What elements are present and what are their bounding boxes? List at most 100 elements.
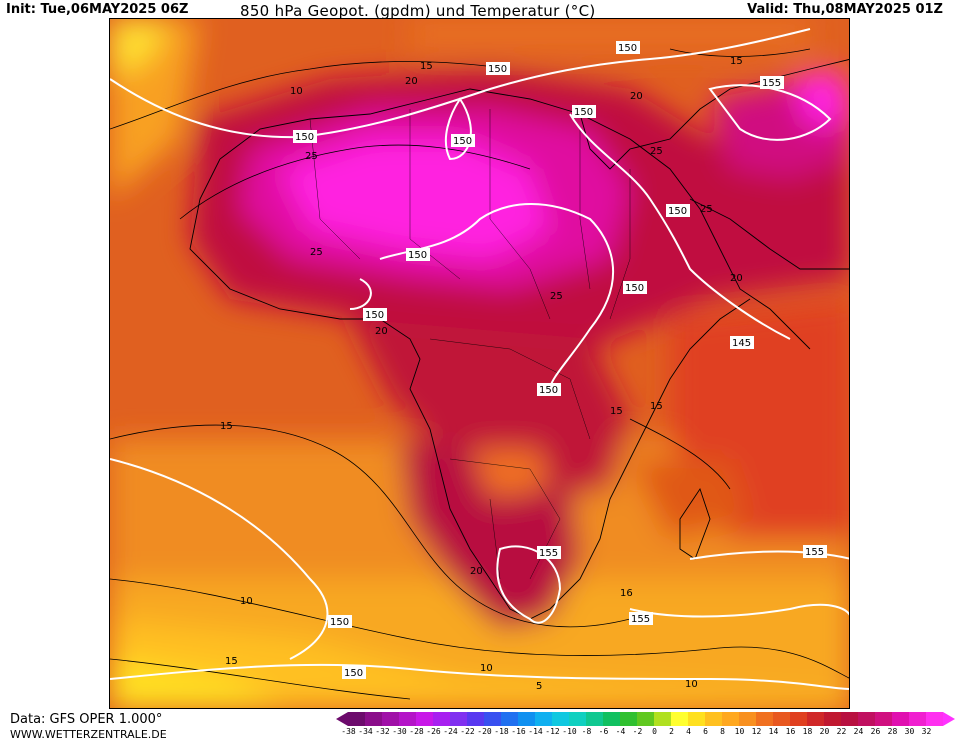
colorbar-swatch (926, 712, 943, 726)
colorbar-swatch (535, 712, 552, 726)
gp-label: 150 (539, 385, 558, 396)
gp-label: 150 (408, 250, 427, 261)
init-time: Init: Tue,06MAY2025 06Z (6, 2, 189, 17)
temp-label: 15 (650, 401, 663, 412)
temp-label: 15 (220, 421, 233, 432)
colorbar-tick-label: 32 (921, 727, 932, 736)
temp-label: 10 (240, 596, 253, 607)
colorbar-swatch (518, 712, 535, 726)
valid-time: Valid: Thu,08MAY2025 01Z (747, 2, 943, 17)
colorbar-tick-label: -34 (358, 727, 373, 736)
colorbar-swatch (722, 712, 739, 726)
website-label: WWW.WETTERZENTRALE.DE (10, 728, 167, 741)
colorbar-tick-label: -2 (632, 727, 643, 736)
gp-label: 150 (625, 283, 644, 294)
colorbar-swatch (688, 712, 705, 726)
colorbar-swatch (603, 712, 620, 726)
temp-label: 15 (610, 406, 623, 417)
gp-label: 155 (539, 548, 558, 559)
colorbar-tick-label: -18 (494, 727, 509, 736)
temp-label: 25 (650, 146, 663, 157)
colorbar-tick-label: -14 (528, 727, 543, 736)
temp-label: 15 (225, 656, 238, 667)
colorbar-swatch (552, 712, 569, 726)
colorbar-swatch (756, 712, 773, 726)
colorbar-swatch (841, 712, 858, 726)
gp-label: 150 (330, 617, 349, 628)
temp-label: 25 (305, 151, 318, 162)
colorbar-tick-label: 20 (819, 727, 830, 736)
colorbar-tick-label: -26 (426, 727, 441, 736)
colorbar-swatch (399, 712, 416, 726)
colorbar-swatch (382, 712, 399, 726)
colorbar-swatch (637, 712, 654, 726)
colorbar-labels: -38 -34 -32 -30 -28 -26 -24 -22 -20 -18 -16 -14 -12-… (336, 727, 957, 740)
temp-label: 20 (375, 326, 388, 337)
temp-label: 16 (620, 588, 633, 599)
colorbar-tick-label: 14 (768, 727, 779, 736)
colorbar-swatch (773, 712, 790, 726)
colorbar-swatch (705, 712, 722, 726)
temp-label: 10 (290, 86, 303, 97)
colorbar-swatch (416, 712, 433, 726)
isotherms (110, 48, 849, 700)
temp-label: 20 (405, 76, 418, 87)
gp-label: 150 (295, 132, 314, 143)
colorbar-tick-label: 12 (751, 727, 762, 736)
colorbar-swatches (336, 711, 957, 727)
colorbar-tick-label: -20 (477, 727, 492, 736)
colorbar-tick-label: -6 (598, 727, 609, 736)
temp-label: 10 (685, 679, 698, 690)
geopotential-labels: 150 150 150 150 150 150 150 150 150 150 … (293, 41, 827, 679)
data-source-label: Data: GFS OPER 1.000° (10, 712, 163, 727)
colorbar-swatch (620, 712, 637, 726)
temp-label: 25 (550, 291, 563, 302)
gp-label: 150 (574, 107, 593, 118)
colorbar-tick-label: 0 (652, 727, 657, 736)
colorbar-tick-label: -38 (341, 727, 356, 736)
colorbar-tick-label: -24 (443, 727, 458, 736)
temp-label: 15 (730, 56, 743, 67)
gp-label: 155 (631, 614, 650, 625)
colorbar-tick-label: -28 (409, 727, 424, 736)
colorbar-tick-label: 16 (785, 727, 796, 736)
colorbar-tick-label: -8 (581, 727, 592, 736)
colorbar-swatch (807, 712, 824, 726)
gp-label: 150 (618, 43, 637, 54)
colorbar-tick-label: -10 (562, 727, 577, 736)
colorbar-swatch (824, 712, 841, 726)
colorbar-swatch (671, 712, 688, 726)
colorbar-right-arrow (943, 712, 955, 726)
gp-label: 150 (453, 136, 472, 147)
temp-label: 10 (480, 663, 493, 674)
colorbar-swatch (501, 712, 518, 726)
colorbar-tick-label: -30 (392, 727, 407, 736)
temp-label: 15 (420, 61, 433, 72)
gp-label: 155 (762, 78, 781, 89)
colorbar-tick-label: -32 (375, 727, 390, 736)
colorbar-tick-label: 8 (720, 727, 725, 736)
temp-label: 5 (536, 681, 542, 692)
colorbar-tick-label: -22 (460, 727, 475, 736)
temperature-labels: 15 20 10 25 25 25 15 20 10 20 15 25 15 2… (220, 56, 743, 692)
colorbar-swatch (450, 712, 467, 726)
gp-label: 150 (488, 64, 507, 75)
colorbar-swatch (892, 712, 909, 726)
temperature-colorbar: -38 -34 -32 -30 -28 -26 -24 -22 -20 -18 -16 -14 -12-… (336, 711, 957, 741)
weather-map[interactable]: 150 150 150 150 150 150 150 150 150 150 … (109, 18, 850, 709)
temp-label: 20 (470, 566, 483, 577)
colorbar-swatch (739, 712, 756, 726)
colorbar-tick-label: 10 (734, 727, 745, 736)
colorbar-tick-label: 26 (870, 727, 881, 736)
colorbar-swatch (654, 712, 671, 726)
colorbar-swatch (365, 712, 382, 726)
colorbar-tick-label: 22 (836, 727, 847, 736)
gp-label: 155 (805, 547, 824, 558)
colorbar-tick-label: 2 (669, 727, 674, 736)
temp-label: 20 (730, 273, 743, 284)
coastline (189, 59, 849, 620)
colorbar-swatch (586, 712, 603, 726)
colorbar-tick-label: 24 (853, 727, 864, 736)
colorbar-tick-label: -4 (615, 727, 626, 736)
colorbar-left-arrow (336, 712, 348, 726)
